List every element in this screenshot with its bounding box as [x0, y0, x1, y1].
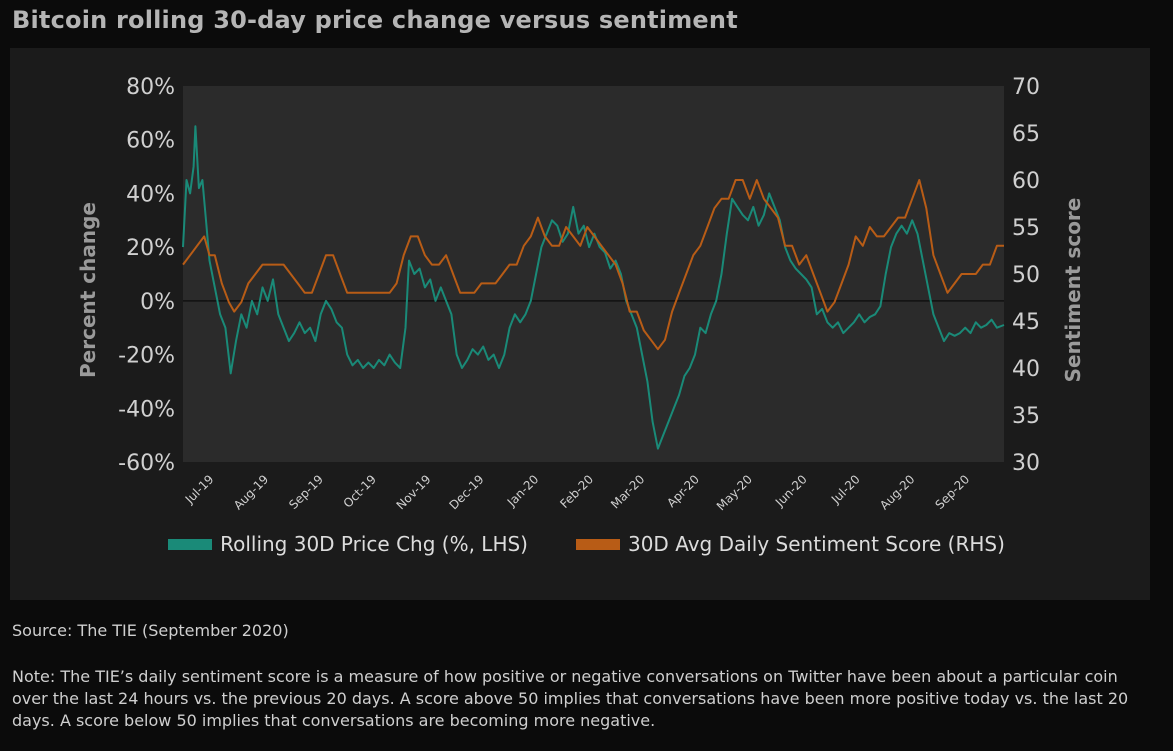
x-tick-label: Nov-19 [394, 472, 434, 512]
legend-item-price: Rolling 30D Price Chg (%, LHS) [168, 532, 528, 556]
chart-title: Bitcoin rolling 30-day price change vers… [12, 6, 738, 34]
y-right-axis-title: Sentiment score [1061, 198, 1085, 383]
series-line-sentiment [182, 179, 1004, 351]
x-tick-label: Jul-19 [182, 472, 217, 507]
y-right-tick-label: 50 [1012, 263, 1040, 288]
y-right-tick-label: 30 [1012, 451, 1040, 476]
x-tick-label: Jun-20 [772, 472, 810, 510]
y-left-tick-label: -40% [118, 397, 175, 422]
legend-swatch-sentiment [575, 538, 620, 550]
legend-swatch-price [168, 538, 213, 550]
y-right-tick-label: 65 [1012, 122, 1040, 147]
y-right-tick-label: 70 [1012, 75, 1040, 100]
y-left-tick-label: 0% [140, 290, 175, 315]
legend-item-sentiment: 30D Avg Daily Sentiment Score (RHS) [575, 532, 1005, 556]
source-text: Source: The TIE (September 2020) [12, 621, 289, 640]
y-right-tick-label: 60 [1012, 169, 1040, 194]
x-tick-label: Apr-20 [664, 472, 702, 510]
legend-label-sentiment: 30D Avg Daily Sentiment Score (RHS) [627, 532, 1005, 556]
y-left-axis-title: Percent change [76, 202, 100, 378]
legend-label-price: Rolling 30D Price Chg (%, LHS) [220, 532, 528, 556]
x-tick-label: Jul-20 [828, 472, 863, 507]
y-right-tick-label: 45 [1012, 310, 1040, 335]
y-left-tick-label: 20% [126, 236, 175, 261]
y-right-tick-label: 40 [1012, 357, 1040, 382]
x-tick-label: Aug-19 [231, 472, 271, 512]
y-left-tick-label: 80% [126, 75, 175, 100]
x-tick-label: Aug-20 [877, 472, 917, 512]
chart-legend: Rolling 30D Price Chg (%, LHS) 30D Avg D… [0, 532, 1173, 556]
x-tick-label: Jan-20 [504, 472, 542, 510]
y-left-tick-label: -20% [118, 344, 175, 369]
y-right-tick-label: 35 [1012, 404, 1040, 429]
x-tick-label: Feb-20 [557, 472, 596, 511]
x-tick-label: Sep-20 [932, 472, 972, 512]
series-line-price [182, 125, 1005, 450]
x-tick-label: Dec-19 [446, 472, 486, 512]
x-tick-label: Mar-20 [608, 472, 647, 511]
x-tick-label: Sep-19 [286, 472, 326, 512]
x-tick-label: May-20 [714, 472, 755, 513]
y-right-tick-label: 55 [1012, 216, 1040, 241]
y-left-tick-label: -60% [118, 451, 175, 476]
chart-svg: 80% 60% 40% 20% 0% -20% -40% -60% 70 65 60 55 50 45 40… [76, 75, 1085, 513]
x-tick-label: Oct-19 [341, 472, 379, 510]
y-left-tick-label: 60% [126, 129, 175, 154]
plot-area [183, 86, 1004, 462]
note-text: Note: The TIE’s daily sentiment score is… [12, 667, 1129, 730]
y-left-tick-label: 40% [126, 182, 175, 207]
